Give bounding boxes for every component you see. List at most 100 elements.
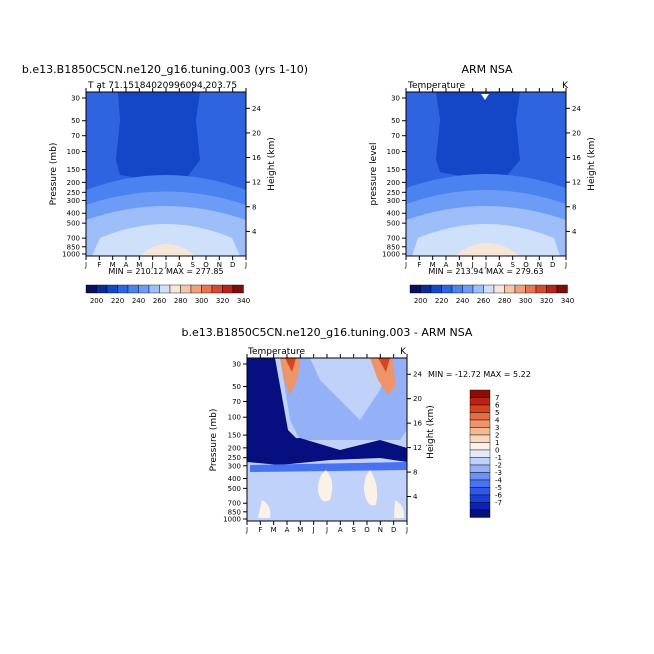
- colorbar-swatch: [420, 284, 432, 294]
- y-tick-label: 700: [67, 235, 80, 243]
- y-right-tick-label: 8: [413, 469, 417, 477]
- y-right-tick-label: 16: [572, 154, 581, 162]
- y-right-tick-label: 4: [572, 228, 577, 236]
- y-right-tick-label: 12: [572, 179, 581, 187]
- x-tick-label: J: [312, 526, 315, 534]
- x-tick-label: J: [471, 261, 474, 269]
- colorbar-swatch: [159, 284, 171, 294]
- x-tick-label: M: [297, 526, 303, 534]
- y-tick-label: 70: [391, 132, 400, 140]
- colorbar-swatch: [493, 284, 505, 294]
- x-tick-label: J: [404, 261, 407, 269]
- panel-model-ylabel: Pressure (mb): [49, 143, 59, 206]
- y-tick-label: 850: [387, 243, 400, 251]
- x-tick-label: O: [203, 261, 209, 269]
- colorbar-label: 200: [90, 297, 103, 305]
- colorbar-label: -6: [495, 492, 503, 500]
- colorbar-label: -7: [495, 499, 502, 507]
- y-tick-label: 250: [387, 189, 400, 197]
- panel-obs-colorbar: 200 220 240 260 280 300 320 340: [409, 284, 574, 305]
- colorbar-swatch: [96, 284, 108, 294]
- colorbar-label: -4: [495, 477, 503, 485]
- panel-model-ylabel-right: Height (km): [267, 137, 277, 191]
- colorbar-label: 200: [414, 297, 427, 305]
- colorbar-swatch: [469, 412, 491, 421]
- y-tick-label: 70: [232, 398, 241, 406]
- x-tick-label: N: [378, 526, 383, 534]
- panel-model-title: b.e13.B1850C5CN.ne120_g16.tuning.003 (yr…: [22, 63, 308, 76]
- y-right-tick-label: 20: [413, 395, 422, 403]
- colorbar-swatch: [106, 284, 118, 294]
- x-tick-label: A: [444, 261, 449, 269]
- y-tick-label: 700: [228, 500, 241, 508]
- y-tick-label: 100: [387, 148, 400, 156]
- y-tick-label: 200: [67, 179, 80, 187]
- y-tick-label: 700: [387, 235, 400, 243]
- x-tick-label: A: [124, 261, 129, 269]
- x-tick-label: D: [230, 261, 235, 269]
- y-right-tick-label: 24: [413, 371, 422, 379]
- panel-obs-field: [405, 91, 567, 257]
- colorbar-swatch: [469, 479, 491, 488]
- x-tick-label: A: [177, 261, 182, 269]
- colorbar-label: 240: [456, 297, 469, 305]
- y-tick-label: 300: [67, 197, 80, 205]
- colorbar-label: -2: [495, 462, 502, 470]
- colorbar-swatch: [504, 284, 516, 294]
- colorbar-swatch: [469, 464, 491, 473]
- colorbar-label: 300: [519, 297, 532, 305]
- y-tick-label: 850: [228, 508, 241, 516]
- x-tick-label: M: [271, 526, 277, 534]
- y-right-tick-label: 16: [413, 420, 422, 428]
- panel-obs-subtitle-left: Temperature: [407, 81, 465, 91]
- colorbar-swatch: [469, 427, 491, 436]
- y-tick-label: 150: [228, 432, 241, 440]
- y-tick-label: 70: [71, 132, 80, 140]
- panel-diff-field: [246, 357, 408, 522]
- y-right-tick-label: 24: [572, 105, 581, 113]
- colorbar-label: -5: [495, 484, 502, 492]
- panel-diff-ylabel-right: Height (km): [426, 405, 436, 459]
- colorbar-label: 260: [477, 297, 490, 305]
- colorbar-swatch: [469, 397, 491, 406]
- colorbar-label: 7: [495, 394, 499, 402]
- panel-model: b.e13.B1850C5CN.ne120_g16.tuning.003 (yr…: [22, 63, 308, 305]
- y-tick-label: 50: [391, 117, 400, 125]
- y-tick-label: 400: [228, 475, 241, 483]
- y-tick-label: 150: [67, 166, 80, 174]
- y-tick-label: 100: [67, 148, 80, 156]
- colorbar-swatch: [451, 284, 463, 294]
- colorbar-swatch: [535, 284, 547, 294]
- x-tick-label: J: [164, 261, 167, 269]
- x-tick-label: J: [151, 261, 154, 269]
- y-right-tick-label: 24: [252, 105, 261, 113]
- y-right-tick-label: 16: [252, 154, 261, 162]
- panel-model-stats: MIN = 210.12 MAX = 277.85: [108, 267, 223, 276]
- colorbar-label: 1: [495, 439, 499, 447]
- y-tick-label: 500: [228, 485, 241, 493]
- panel-diff-yticks-right: 24 20 16 12 8 4: [407, 371, 422, 501]
- y-tick-label: 100: [228, 414, 241, 422]
- colorbar-label: -3: [495, 469, 502, 477]
- panel-diff: b.e13.B1850C5CN.ne120_g16.tuning.003 - A…: [182, 326, 531, 534]
- colorbar-swatch: [469, 404, 491, 413]
- colorbar-swatch: [148, 284, 160, 294]
- y-tick-label: 850: [67, 243, 80, 251]
- colorbar-label: 6: [495, 402, 500, 410]
- y-right-tick-label: 20: [572, 129, 581, 137]
- x-tick-label: S: [190, 261, 195, 269]
- panel-diff-stats: MIN = -12.72 MAX = 5.22: [428, 370, 531, 379]
- colorbar-swatch: [469, 419, 491, 428]
- panel-model-subtitle-left: T at 71.15184020996094,203.75: [87, 81, 237, 91]
- x-tick-label: M: [110, 261, 116, 269]
- x-tick-label: S: [351, 526, 356, 534]
- y-right-tick-label: 8: [572, 203, 576, 211]
- y-tick-label: 400: [67, 210, 80, 218]
- x-tick-label: A: [285, 526, 290, 534]
- x-tick-label: O: [523, 261, 529, 269]
- colorbar-label: 260: [153, 297, 166, 305]
